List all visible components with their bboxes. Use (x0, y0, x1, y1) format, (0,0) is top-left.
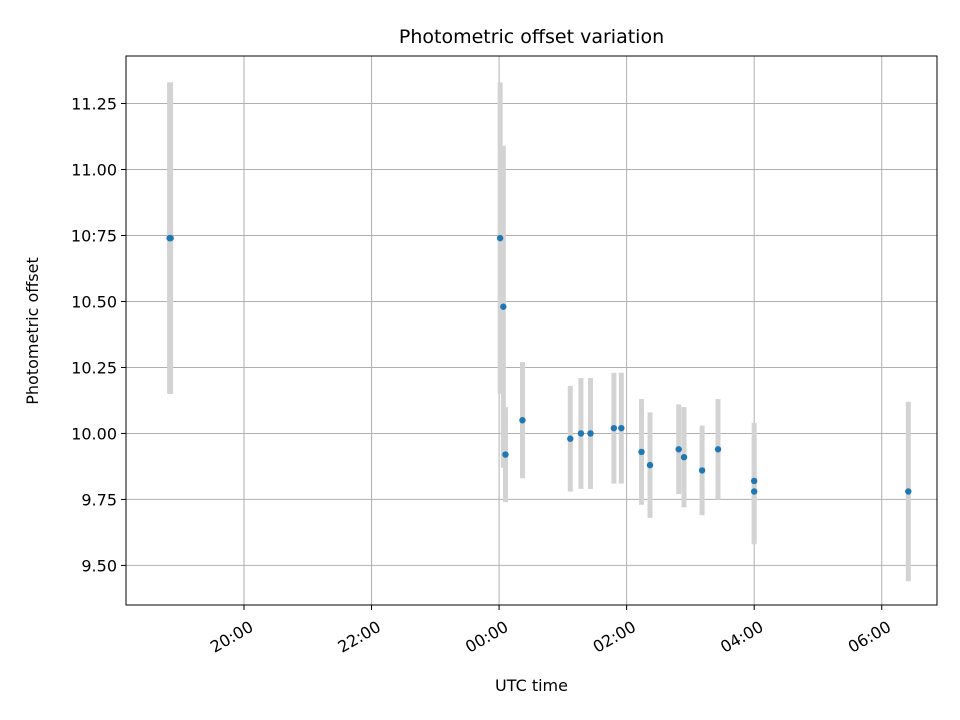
data-point (698, 467, 706, 474)
y-tick-label: 11.00 (71, 160, 117, 179)
y-tick-label: 10:75 (71, 226, 117, 245)
point-layer (166, 234, 912, 495)
data-point (680, 453, 688, 461)
data-point (577, 430, 585, 437)
plot-frame (125, 55, 938, 606)
data-point (675, 446, 682, 453)
data-point (167, 234, 174, 242)
data-point (610, 424, 618, 432)
y-tick-label: 10.50 (71, 292, 117, 311)
chart-title: Photometric offset variation (399, 26, 664, 48)
data-point (646, 461, 654, 469)
y-tick-label: 9.75 (81, 490, 117, 509)
data-point (618, 424, 625, 432)
data-point (750, 488, 758, 495)
data-point (714, 446, 722, 453)
y-tick-label: 10.25 (71, 358, 117, 377)
data-point (750, 477, 758, 485)
data-point (500, 303, 507, 310)
data-point (905, 488, 912, 495)
data-point (587, 430, 594, 437)
grid-layer (126, 56, 937, 605)
data-point (638, 448, 645, 456)
x-axis-title: UTC time (495, 676, 568, 695)
data-point (567, 435, 574, 442)
y-axis-title: Photometric offset (23, 257, 42, 405)
data-point (496, 234, 504, 242)
data-point (519, 417, 526, 424)
y-tick-label: 11.25 (71, 95, 117, 114)
y-tick-label: 10.00 (71, 424, 117, 443)
y-tick-label: 9.50 (81, 556, 117, 575)
data-point (502, 451, 509, 458)
